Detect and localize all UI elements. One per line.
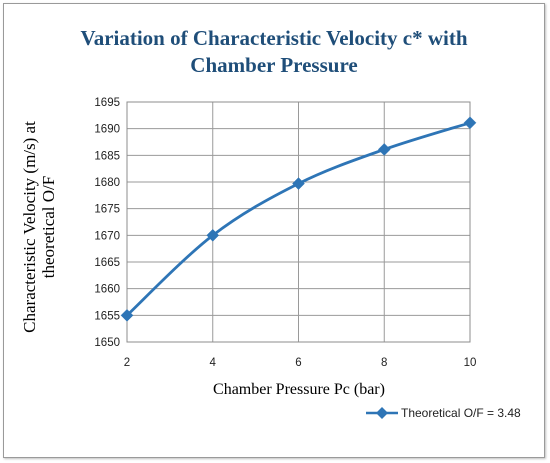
series-layer [120, 116, 477, 322]
x-tick-label: 4 [210, 357, 217, 369]
y-tick-label: 1655 [94, 310, 120, 322]
x-tick-labels: 2 4 6 8 10 [124, 357, 477, 369]
data-point-marker [206, 228, 220, 242]
plot-area-border [126, 101, 471, 343]
y-tick-label: 1680 [94, 177, 120, 189]
data-point-marker [292, 177, 305, 190]
y-tick-label: 1665 [94, 257, 120, 269]
chart-svg: Variation of Characteristic Velocity c* … [20, 26, 521, 420]
data-point-marker [120, 308, 134, 322]
legend-label: Theoretical O/F = 3.48 [401, 406, 521, 420]
y-tick-label: 1690 [94, 124, 120, 136]
chart-title-line-2: Chamber Pressure [190, 53, 357, 77]
y-tick-label: 1685 [94, 150, 120, 162]
y-tick-label: 1675 [94, 204, 120, 216]
y-tick-label: 1670 [94, 230, 120, 242]
legend: Theoretical O/F = 3.48 [366, 406, 521, 420]
chart-frame: Variation of Characteristic Velocity c* … [3, 3, 545, 458]
y-tick-label: 1650 [94, 337, 120, 349]
x-tick-label: 6 [295, 357, 301, 369]
data-point-marker [463, 116, 477, 130]
chart-title-line-1: Variation of Characteristic Velocity c* … [80, 26, 467, 50]
data-point-marker [377, 143, 391, 156]
x-tick-label: 8 [381, 357, 387, 369]
x-tick-label: 10 [464, 357, 477, 369]
legend-marker [376, 407, 388, 419]
y-tick-label: 1695 [94, 97, 120, 109]
y-tick-labels: 1650 1655 1660 1665 1670 1675 1680 1685 1690 1695 [94, 97, 120, 349]
x-tick-label: 2 [124, 357, 130, 369]
x-axis-label: Chamber Pressure Pc (bar) [213, 381, 385, 398]
y-axis-label-line-1: Characteristic Velocity (m/s) at [20, 121, 39, 333]
y-tick-label: 1660 [94, 284, 120, 296]
y-axis-label-line-2: theoretical O/F [39, 176, 58, 278]
